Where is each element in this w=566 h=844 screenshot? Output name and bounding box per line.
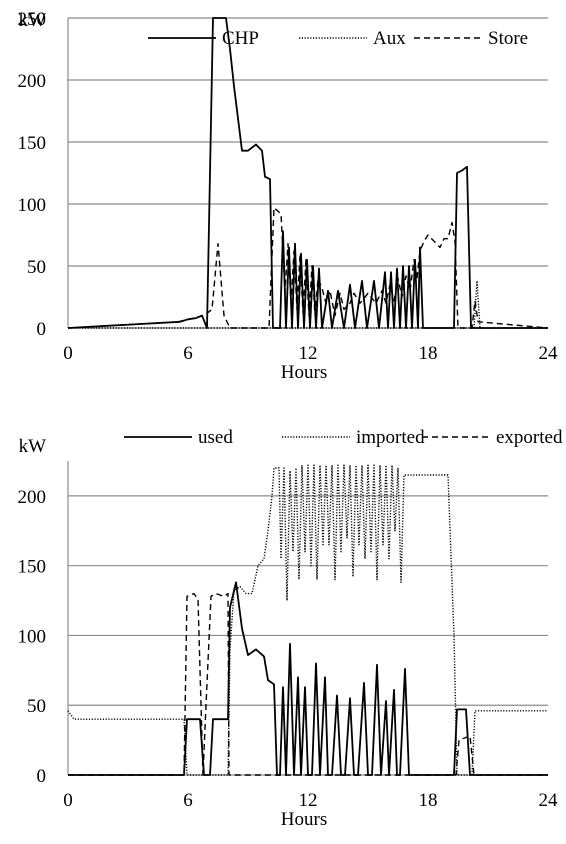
chart2-x-tick-label: 12 [299, 790, 318, 811]
chart2-x-tick-label: 6 [183, 790, 193, 811]
chart1-y-axis-label: kW [19, 10, 47, 31]
chart2-x-tick-label: 24 [539, 790, 559, 811]
chart2-legend-label-exported: exported [496, 427, 563, 448]
chart1-x-axis-label: Hours [281, 362, 327, 383]
chart1-y-tick-label: 50 [27, 257, 46, 278]
chart1-series-chp-line [67, 17, 548, 329]
chart1-y-tick-label: 250 [18, 9, 47, 30]
chart2-y-tick-label: 50 [27, 696, 46, 717]
chart2-x-tick-label: 0 [63, 790, 73, 811]
chart2-series-imported-line [67, 464, 548, 776]
chart2-legend-label-imported: imported [356, 427, 425, 448]
chart1-x-tick-label: 6 [183, 343, 193, 364]
chart1-x-tick-label: 24 [539, 343, 559, 364]
chart2-x-tick-label: 18 [419, 790, 438, 811]
chart2-x-axis-label: Hours [281, 809, 327, 830]
chart1-y-tick-label: 100 [18, 195, 47, 216]
chart1-x-tick-label: 12 [299, 343, 318, 364]
chart1-y-tick-label: 200 [18, 71, 47, 92]
chart1-y-tick-label: 0 [37, 319, 47, 340]
chart1-y-tick-label: 150 [18, 133, 47, 154]
chart1-x-tick-label: 0 [63, 343, 73, 364]
chart2-legend-label-used: used [198, 427, 233, 448]
chart1-series-store-line [67, 207, 549, 329]
chart2-y-tick-label: 200 [18, 487, 47, 508]
chart2-y-tick-label: 100 [18, 626, 47, 647]
chart2-series-used-line [68, 581, 548, 776]
chart2-series-exported-line [68, 592, 548, 776]
chart1-x-tick-label: 18 [419, 343, 438, 364]
chart1-legend-label-store: Store [488, 28, 528, 49]
chart1-legend-label-chp: CHP [222, 28, 259, 49]
chart2-y-tick-label: 0 [37, 766, 47, 787]
chart1-legend-label-aux: Aux [373, 28, 406, 49]
chart2-y-tick-label: 150 [18, 557, 47, 578]
chart2-y-axis-label: kW [19, 436, 47, 457]
